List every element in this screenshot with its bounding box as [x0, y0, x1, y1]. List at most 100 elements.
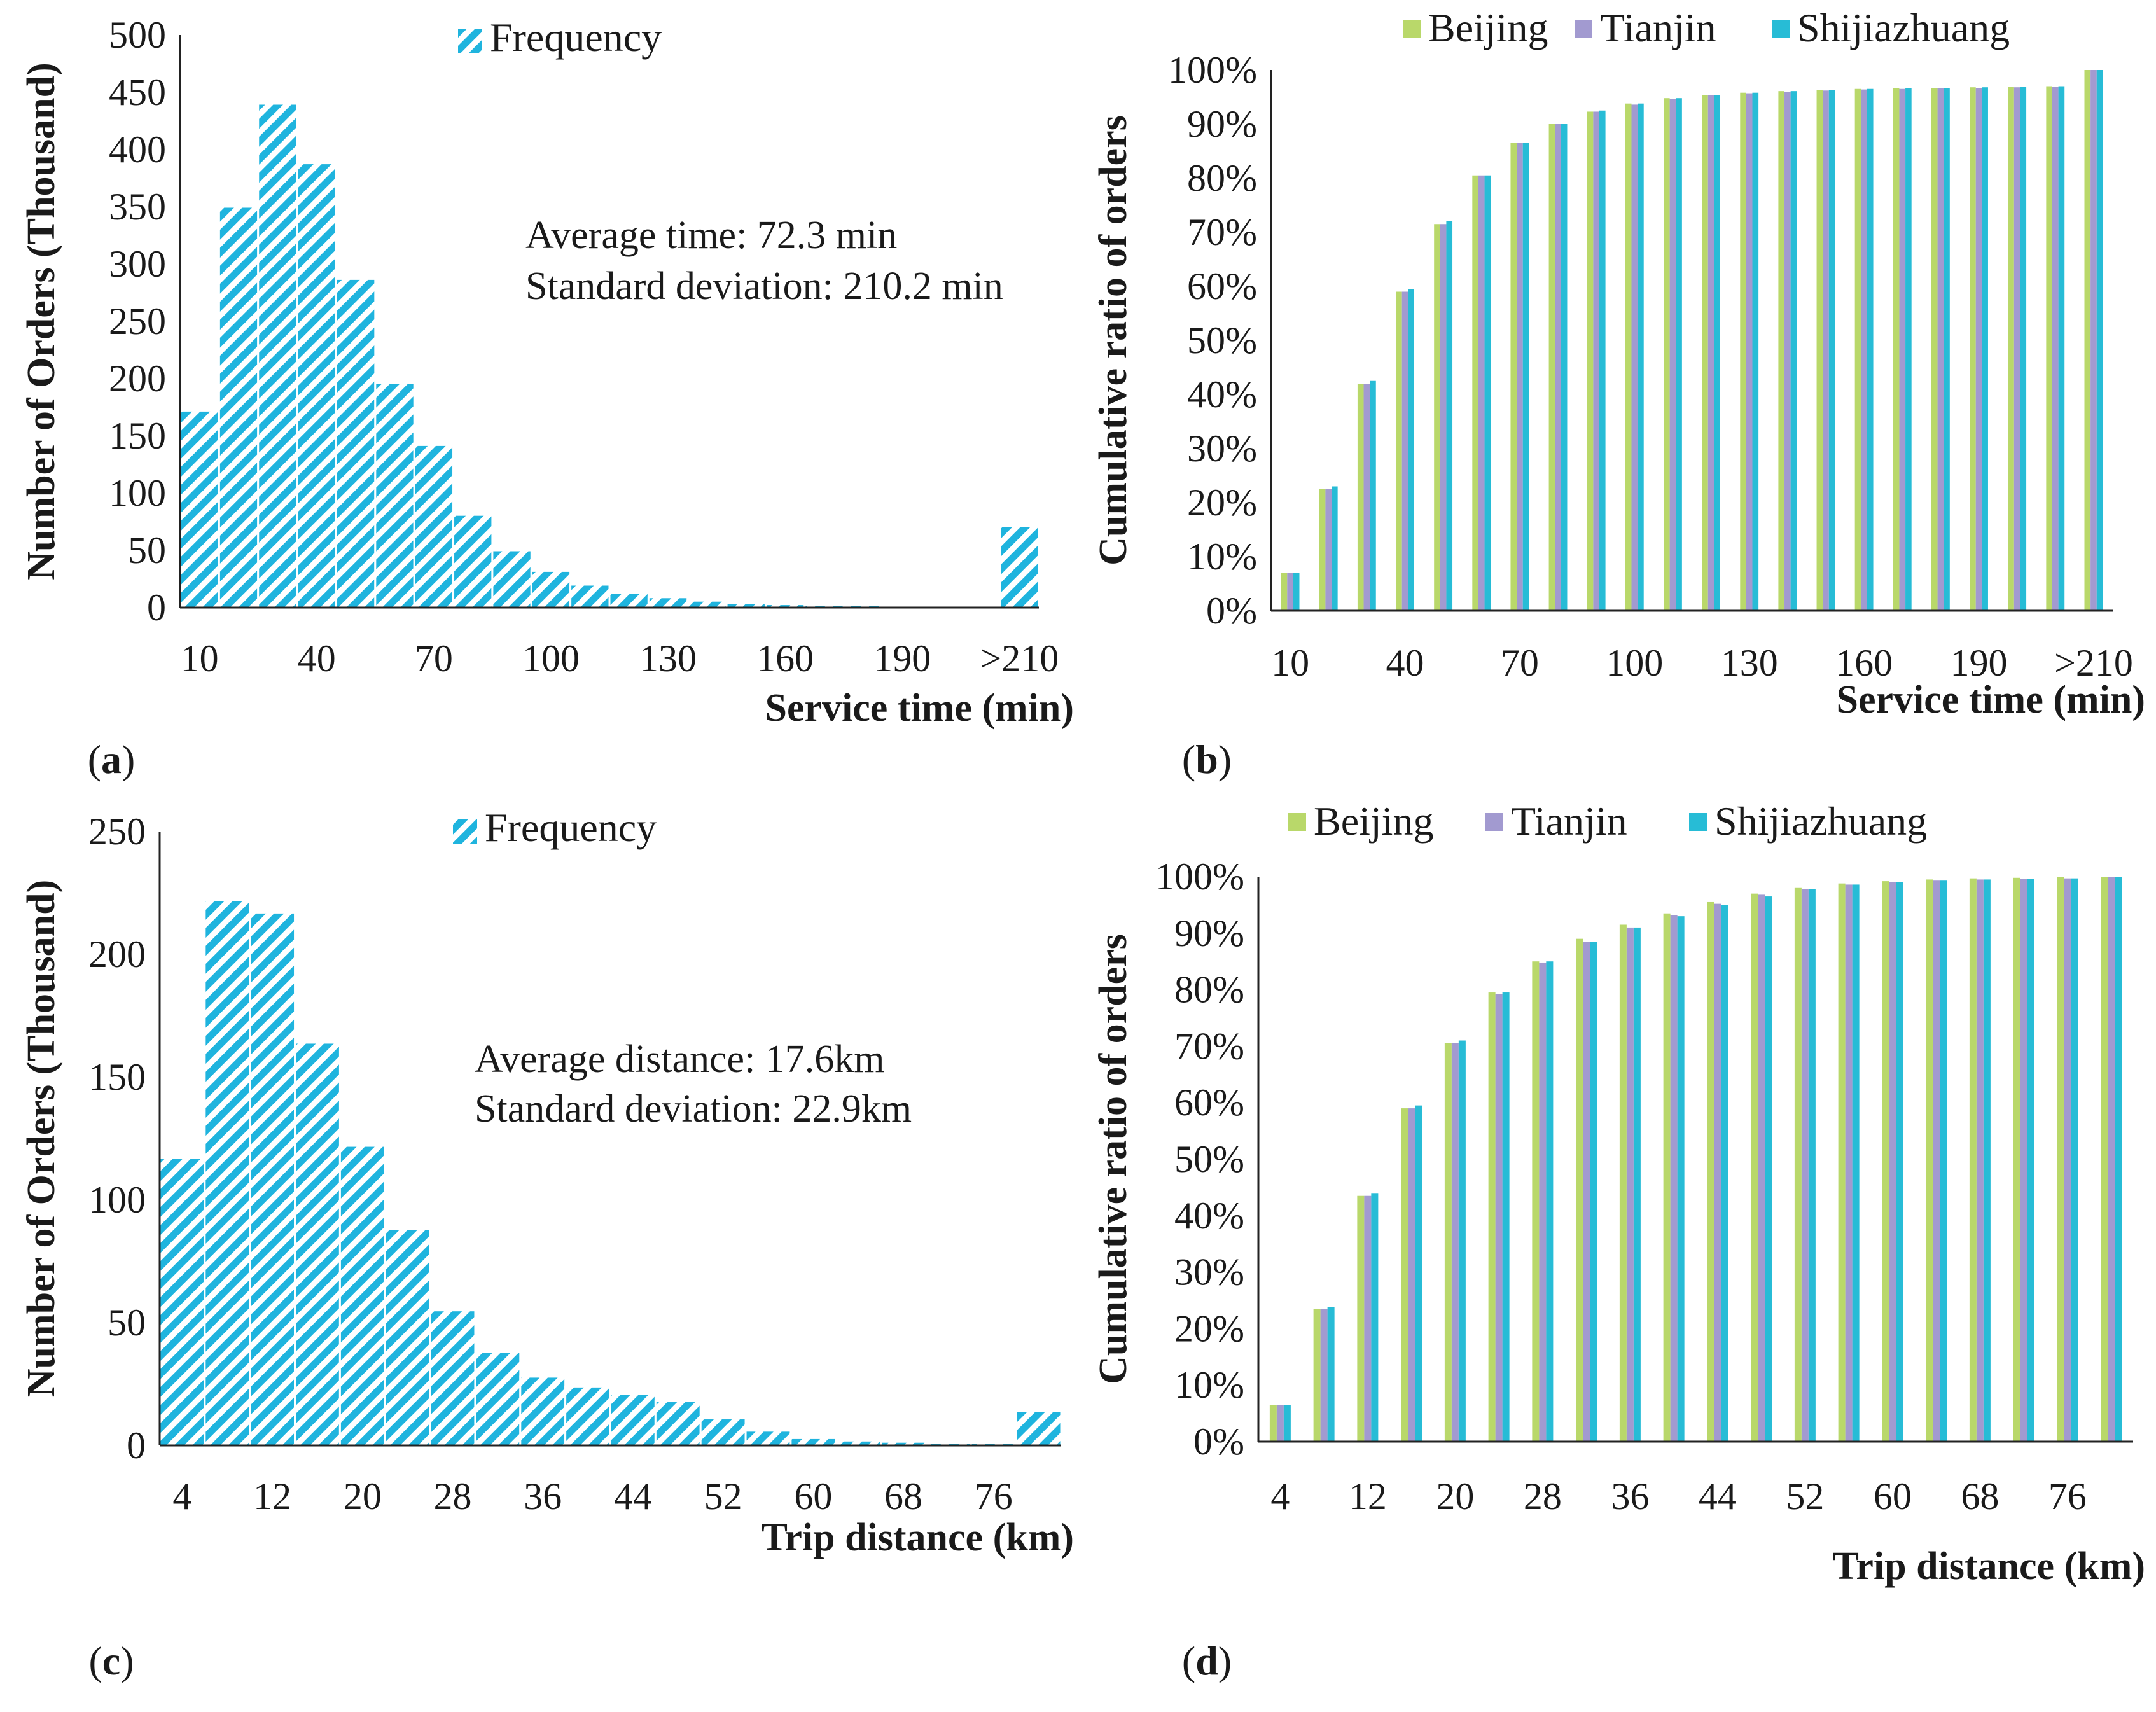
legend-label-frequency: Frequency — [490, 15, 662, 60]
bar-tianjin — [1784, 92, 1791, 611]
y-tick-label: 500 — [109, 14, 166, 56]
y-tick-label: 30% — [1174, 1251, 1244, 1293]
y-tick-label: 20% — [1174, 1307, 1244, 1349]
bar-tianjin — [1899, 88, 1906, 611]
bar-shijiazhuang — [1546, 961, 1554, 1442]
histogram-bar — [179, 409, 220, 609]
y-tick-label: 80% — [1174, 969, 1244, 1011]
x-tick-label: 40 — [1386, 642, 1424, 684]
x-tick-label: 44 — [1699, 1475, 1737, 1517]
y-tick-label: 200 — [109, 358, 166, 400]
y-tick-label: 40% — [1187, 373, 1257, 415]
y-tick-label: 90% — [1174, 912, 1244, 954]
bar-shijiazhuang — [2115, 877, 2122, 1442]
y-tick-label: 250 — [88, 811, 146, 853]
legend: Beijing Tianjin Shijiazhuang — [1288, 798, 1927, 844]
bar-shijiazhuang — [1896, 882, 1903, 1442]
legend-swatch-beijing — [1288, 813, 1306, 831]
bar-shijiazhuang — [1561, 124, 1568, 611]
bar-beijing — [2046, 86, 2052, 611]
bar-shijiazhuang — [1940, 880, 1947, 1442]
legend-label-beijing: Beijing — [1428, 5, 1548, 50]
legend-swatch-shijiazhuang — [1689, 813, 1707, 831]
bar-beijing — [1357, 384, 1364, 611]
bar-beijing — [1269, 1405, 1277, 1442]
legend-label-tianjin: Tianjin — [1511, 798, 1627, 844]
x-axis-title: Trip distance (km) — [1833, 1545, 2145, 1588]
bar-shijiazhuang — [1332, 486, 1338, 611]
bar-shijiazhuang — [1982, 87, 1988, 611]
bar-tianjin — [1451, 1043, 1459, 1442]
legend-swatch-frequency — [453, 819, 477, 844]
bar-shijiazhuang — [1765, 896, 1772, 1442]
bar-tianjin — [1861, 89, 1867, 611]
x-tick-label: 190 — [1951, 642, 2008, 684]
x-tick-label: 70 — [415, 637, 453, 679]
bar-shijiazhuang — [1446, 221, 1453, 611]
y-tick-label: 80% — [1187, 157, 1257, 199]
x-tick-label: 36 — [524, 1475, 562, 1517]
histogram-bar — [608, 592, 650, 609]
y-tick-label: 350 — [109, 186, 166, 228]
histogram-bar — [654, 1400, 702, 1447]
x-tick-label: 160 — [756, 637, 814, 679]
bar-shijiazhuang — [1371, 1193, 1379, 1442]
bar-tianjin — [1287, 573, 1293, 611]
legend-label-frequency: Frequency — [485, 805, 657, 850]
histogram-bar — [158, 1157, 206, 1447]
bar-tianjin — [1401, 291, 1408, 611]
y-tick-label: 90% — [1187, 103, 1257, 145]
y-tick-label: 10% — [1174, 1364, 1244, 1406]
bar-tianjin — [1440, 224, 1447, 611]
bar-shijiazhuang — [1677, 916, 1685, 1442]
x-axis-title: Service time (min) — [1837, 678, 2145, 721]
legend-swatch-shijiazhuang — [1772, 20, 1790, 38]
legend: Frequency — [458, 15, 662, 60]
histogram-bar — [569, 583, 611, 609]
bar-tianjin — [1495, 994, 1503, 1442]
histogram-bar — [519, 1375, 567, 1447]
y-tick-label: 60% — [1187, 265, 1257, 307]
bar-beijing — [1472, 175, 1478, 611]
bar-shijiazhuang — [1790, 91, 1797, 611]
bar-shijiazhuang — [1484, 175, 1491, 611]
y-tick-label: 300 — [109, 243, 166, 285]
legend-label-tianjin: Tianjin — [1600, 5, 1716, 50]
y-tick-label: 0 — [127, 1424, 146, 1466]
chart-panel-b: 0% 10% 20% 30% 40% 50% 60% 70% 80% 90% 100% 10 40 70 1… — [1092, 5, 2145, 782]
bar-beijing — [2013, 877, 2020, 1442]
y-tick-label: 60% — [1174, 1082, 1244, 1124]
stat-annotation: Average distance: 17.6km — [475, 1038, 884, 1081]
y-tick-label: 20% — [1187, 482, 1257, 524]
histogram-bar — [1015, 1410, 1062, 1447]
bar-shijiazhuang — [1752, 92, 1759, 611]
x-tick-label: 10 — [1271, 642, 1309, 684]
bar-tianjin — [1758, 894, 1765, 1442]
y-tick-label: 0 — [147, 587, 166, 629]
x-tick-label: >210 — [980, 637, 1059, 679]
bar-beijing — [1926, 879, 1933, 1442]
bar-beijing — [1969, 878, 1977, 1442]
bar-shijiazhuang — [2027, 879, 2034, 1442]
bar-beijing — [2057, 877, 2064, 1442]
legend-swatch-tianjin — [1485, 813, 1503, 831]
bar-beijing — [1778, 91, 1785, 611]
histogram-bar — [491, 549, 532, 609]
x-tick-label: 52 — [704, 1475, 742, 1517]
x-tick-label: 68 — [884, 1475, 922, 1517]
bar-beijing — [1510, 143, 1517, 611]
bar-tianjin — [1707, 95, 1714, 611]
x-tick-label: 190 — [873, 637, 931, 679]
bar-tianjin — [1593, 111, 1599, 611]
histogram-bar — [249, 911, 296, 1447]
bar-shijiazhuang — [1633, 927, 1641, 1442]
bar-tianjin — [1478, 175, 1485, 611]
y-axis-title: Number of Orders (Thousand) — [20, 62, 63, 580]
bar-tianjin — [1670, 915, 1678, 1442]
x-tick-label: 70 — [1501, 642, 1539, 684]
bar-shijiazhuang — [2071, 878, 2078, 1442]
histogram-bar — [564, 1385, 612, 1447]
legend-label-shijiazhuang: Shijiazhuang — [1797, 5, 2010, 50]
bar-tianjin — [1320, 1309, 1328, 1442]
